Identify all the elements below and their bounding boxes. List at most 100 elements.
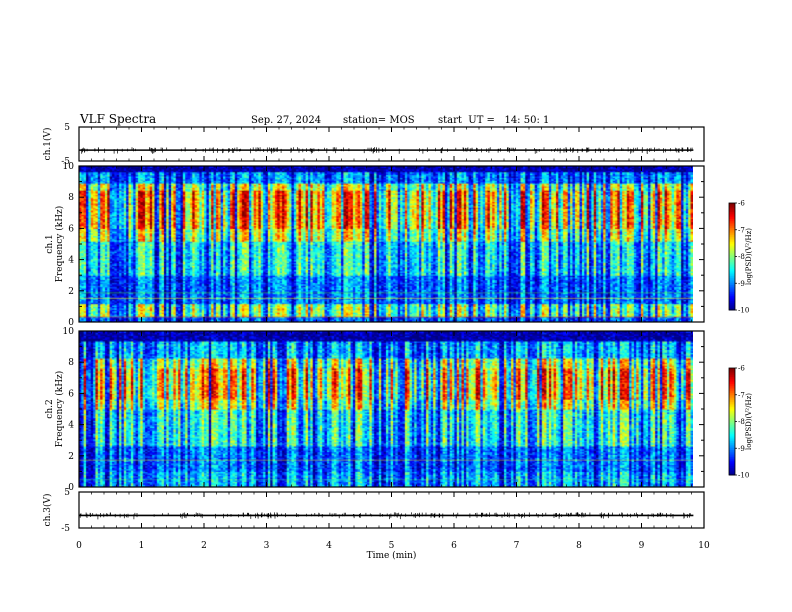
colorbar-segment bbox=[729, 231, 735, 234]
spectrogram-empty-area bbox=[693, 331, 704, 487]
colorbar-segment bbox=[729, 240, 735, 243]
colorbar-segment bbox=[729, 398, 735, 401]
colorbar-segment bbox=[729, 229, 735, 233]
figure-date: Sep. 27, 2024 bbox=[251, 115, 321, 126]
colorbar-segment bbox=[729, 430, 735, 433]
colorbar-segment bbox=[729, 258, 735, 261]
colorbar-segment bbox=[729, 416, 735, 419]
colorbar-segment bbox=[729, 235, 735, 238]
colorbar-segment bbox=[729, 211, 735, 215]
x-tick-label: 5 bbox=[389, 541, 395, 551]
colorbar-segment bbox=[729, 446, 735, 449]
colorbar-tick-label: -8 bbox=[738, 253, 745, 261]
colorbar-segment bbox=[729, 247, 735, 250]
colorbar-segment bbox=[729, 286, 735, 290]
colorbar-segment bbox=[729, 464, 735, 467]
x-axis-label: Time (min) bbox=[367, 550, 417, 561]
spectrogram-image-ch1 bbox=[79, 166, 693, 322]
y-axis-channel: ch.1 bbox=[45, 234, 55, 253]
colorbar-segment bbox=[729, 254, 735, 257]
colorbar-segment bbox=[729, 371, 735, 374]
colorbar-segment bbox=[729, 252, 735, 256]
colorbar-label-group: log(PSD)(V²/Hz) bbox=[745, 393, 753, 450]
colorbar-segment bbox=[729, 260, 735, 263]
colorbar-tick-label: -10 bbox=[738, 307, 749, 315]
x-tick-label: 10 bbox=[698, 541, 710, 551]
colorbar-segment bbox=[729, 435, 735, 439]
colorbar-segment bbox=[729, 265, 735, 268]
colorbar-segment bbox=[729, 444, 735, 447]
colorbar-segment bbox=[729, 455, 735, 458]
x-tick-label: 8 bbox=[576, 541, 582, 551]
colorbar-segment bbox=[729, 460, 735, 464]
y-axis-label: ch.1(V) bbox=[42, 128, 53, 161]
colorbar-segment bbox=[729, 263, 735, 266]
y-axis-label-group: ch.3(V) bbox=[42, 494, 53, 527]
x-tick-label: 2 bbox=[201, 541, 207, 551]
y-tick-label: 2 bbox=[68, 452, 74, 462]
y-tick-label: 8 bbox=[68, 193, 74, 203]
colorbar-tick-label: -7 bbox=[738, 226, 745, 234]
y-axis-label: ch.3(V) bbox=[42, 494, 53, 527]
colorbar-segment bbox=[729, 380, 735, 383]
colorbar-segment bbox=[729, 405, 735, 408]
colorbar-segment bbox=[729, 276, 735, 279]
colorbar-segment bbox=[729, 451, 735, 455]
colorbar-segment bbox=[729, 462, 735, 465]
waveform-spikes bbox=[79, 512, 691, 520]
colorbar-segment bbox=[729, 268, 735, 272]
colorbar-tick-label: -8 bbox=[738, 418, 745, 426]
colorbar-segment bbox=[729, 473, 735, 476]
x-tick-label: 1 bbox=[139, 541, 145, 551]
colorbar-segment bbox=[729, 220, 735, 224]
colorbar-segment bbox=[729, 242, 735, 245]
y-tick-label: 6 bbox=[68, 389, 74, 399]
colorbar-segment bbox=[729, 387, 735, 390]
colorbar-segment bbox=[729, 283, 735, 286]
colorbar-segment bbox=[729, 251, 735, 254]
colorbar-segment bbox=[729, 292, 735, 295]
colorbar-segment bbox=[729, 295, 735, 299]
colorbar-segment bbox=[729, 206, 735, 209]
colorbar-segment bbox=[729, 368, 735, 371]
colorbar-segment bbox=[729, 439, 735, 442]
x-tick-label: 7 bbox=[514, 541, 520, 551]
colorbar-segment bbox=[729, 222, 735, 225]
colorbar-segment bbox=[729, 426, 735, 430]
colorbar-segment bbox=[729, 238, 735, 241]
colorbar-label-group: log(PSD)(V²/Hz) bbox=[745, 228, 753, 285]
colorbar-segment bbox=[729, 256, 735, 259]
spectrogram-empty-area bbox=[693, 166, 704, 322]
colorbar-segment bbox=[729, 233, 735, 236]
colorbar-segment bbox=[729, 392, 735, 396]
colorbar-segment bbox=[729, 290, 735, 293]
colorbar-segment bbox=[729, 215, 735, 218]
y-axis-label: ch.2 Frequency (kHz) bbox=[45, 371, 65, 448]
colorbar-segment bbox=[729, 274, 735, 277]
colorbar-segment bbox=[729, 466, 735, 469]
colorbar-segment bbox=[729, 217, 735, 220]
colorbar-segment bbox=[729, 267, 735, 270]
y-tick-label: 4 bbox=[68, 421, 74, 431]
colorbar-segment bbox=[729, 301, 735, 304]
colorbar-segment bbox=[729, 423, 735, 426]
colorbar-segment bbox=[729, 375, 735, 378]
colorbar-segment bbox=[729, 467, 735, 471]
colorbar-segment bbox=[729, 308, 735, 311]
y-axis-label-group: ch.1(V) bbox=[42, 128, 53, 161]
x-tick-label: 4 bbox=[326, 541, 332, 551]
colorbar-segment bbox=[729, 419, 735, 422]
colorbar-segment bbox=[729, 204, 735, 208]
colorbar-segment bbox=[729, 244, 735, 247]
y-tick-label: 0 bbox=[68, 318, 74, 328]
colorbar-segment bbox=[729, 457, 735, 460]
colorbar-segment bbox=[729, 412, 735, 415]
colorbar-segment bbox=[729, 394, 735, 398]
colorbar-segment bbox=[729, 389, 735, 392]
colorbar-segment bbox=[729, 414, 735, 417]
spectrogram-image-ch2 bbox=[79, 331, 693, 487]
colorbar-segment bbox=[729, 373, 735, 376]
colorbar-segment bbox=[729, 210, 735, 213]
colorbar-label: log(PSD)(V²/Hz) bbox=[745, 228, 753, 285]
colorbar-segment bbox=[729, 297, 735, 300]
